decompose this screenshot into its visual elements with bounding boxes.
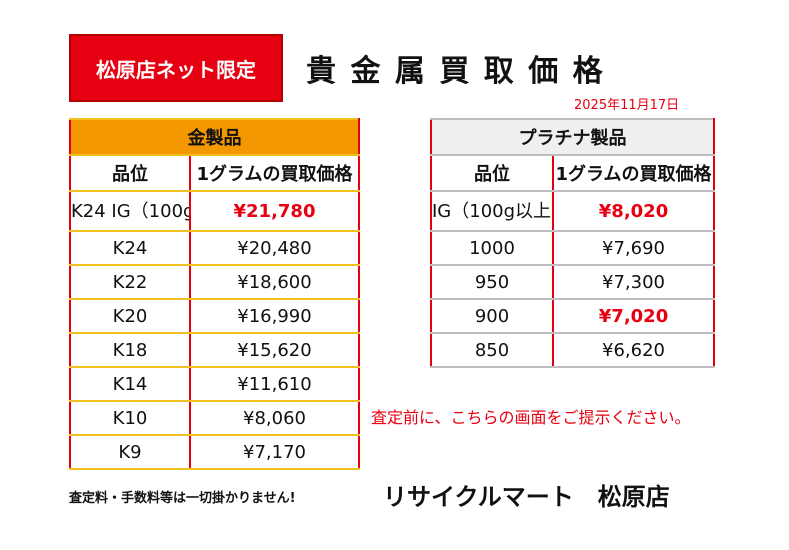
- table-row: 850 ¥6,620: [430, 332, 715, 368]
- price-date: 2025年11月17日: [574, 98, 680, 113]
- net-limited-badge: 松原店ネット限定: [69, 34, 283, 102]
- table-row: K10 ¥8,060: [69, 400, 360, 436]
- table-row: 950 ¥7,300: [430, 264, 715, 300]
- gold-price: ¥16,990: [189, 298, 360, 334]
- store-name: リサイクルマート 松原店: [383, 483, 670, 511]
- gold-grade: K14: [69, 366, 191, 402]
- gold-grade: K24 IG（100g以上）: [69, 190, 191, 232]
- gold-price: ¥8,060: [189, 400, 360, 436]
- table-row: K24 IG（100g以上） ¥21,780: [69, 190, 360, 232]
- platinum-grade: 950: [430, 264, 554, 300]
- table-row: K24 ¥20,480: [69, 230, 360, 266]
- gold-price: ¥18,600: [189, 264, 360, 300]
- gold-grade: K24: [69, 230, 191, 266]
- platinum-price: ¥6,620: [552, 332, 715, 368]
- gold-price: ¥15,620: [189, 332, 360, 368]
- platinum-grade: 900: [430, 298, 554, 334]
- table-row: 1000 ¥7,690: [430, 230, 715, 266]
- gold-grade: K22: [69, 264, 191, 300]
- platinum-grade: IG（100g以上）: [430, 190, 554, 232]
- platinum-col-grade: 品位: [430, 154, 554, 192]
- gold-grade: K20: [69, 298, 191, 334]
- platinum-grade: 1000: [430, 230, 554, 266]
- gold-price: ¥7,170: [189, 434, 360, 470]
- platinum-price: ¥7,020: [552, 298, 715, 334]
- platinum-grade: 850: [430, 332, 554, 368]
- gold-price: ¥11,610: [189, 366, 360, 402]
- gold-price: ¥20,480: [189, 230, 360, 266]
- platinum-price: ¥7,300: [552, 264, 715, 300]
- gold-col-grade: 品位: [69, 154, 191, 192]
- page-title: 貴 金 属 買 取 価 格: [306, 54, 605, 89]
- table-row: K9 ¥7,170: [69, 434, 360, 470]
- platinum-col-price: 1グラムの買取価格: [552, 154, 715, 192]
- gold-table-header: 金製品: [69, 118, 360, 156]
- table-row: K20 ¥16,990: [69, 298, 360, 334]
- platinum-price-table: プラチナ製品 品位 1グラムの買取価格 IG（100g以上） ¥8,020 10…: [430, 118, 715, 368]
- gold-col-price: 1グラムの買取価格: [189, 154, 360, 192]
- table-row: K22 ¥18,600: [69, 264, 360, 300]
- gold-price-table: 金製品 品位 1グラムの買取価格 K24 IG（100g以上） ¥21,780 …: [69, 118, 360, 470]
- table-row: K18 ¥15,620: [69, 332, 360, 368]
- table-row: K14 ¥11,610: [69, 366, 360, 402]
- gold-grade: K10: [69, 400, 191, 436]
- no-fee-note: 査定料・手数料等は一切掛かりません!: [69, 491, 296, 506]
- table-row: 900 ¥7,020: [430, 298, 715, 334]
- gold-grade: K9: [69, 434, 191, 470]
- gold-price: ¥21,780: [189, 190, 360, 232]
- present-screen-notice: 査定前に、こちらの画面をご提示ください。: [371, 408, 691, 427]
- table-row: IG（100g以上） ¥8,020: [430, 190, 715, 232]
- platinum-price: ¥7,690: [552, 230, 715, 266]
- platinum-price: ¥8,020: [552, 190, 715, 232]
- platinum-table-header: プラチナ製品: [430, 118, 715, 156]
- gold-grade: K18: [69, 332, 191, 368]
